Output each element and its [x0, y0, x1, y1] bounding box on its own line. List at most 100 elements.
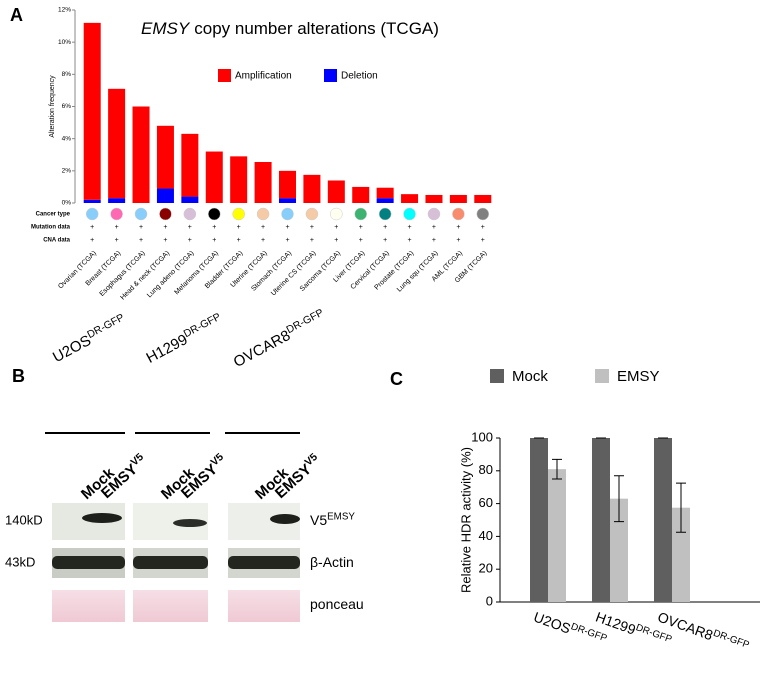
cancer-type-dot	[403, 207, 416, 221]
bar-segment	[449, 194, 467, 203]
text-part: β-Actin	[310, 554, 354, 570]
chart-title: EMSY copy number alterations (TCGA)	[141, 19, 439, 38]
bar-segment	[376, 198, 394, 203]
cna-mark: +	[285, 237, 289, 244]
bar-segment	[254, 161, 272, 203]
panel-letter: C	[390, 369, 403, 389]
y-tick-label: 8%	[62, 71, 72, 78]
text-part: V5	[310, 512, 327, 528]
row-label: Cancer type	[36, 212, 71, 218]
y-tick-label: 6%	[62, 103, 72, 110]
x-tick-label: Uterine CS (TCGA)	[270, 250, 318, 298]
mutation-mark: +	[163, 224, 167, 231]
y-tick-label: 100	[471, 429, 493, 444]
cna-mark: +	[90, 237, 94, 244]
cancer-type-dot	[256, 207, 270, 221]
cell-line-label: U2OSDR-GFP	[49, 311, 129, 366]
bar-segment	[181, 196, 199, 203]
legend-swatch	[324, 69, 337, 82]
bar	[610, 498, 628, 602]
y-tick-label: 40	[479, 528, 493, 543]
y-tick-label: 80	[479, 462, 493, 477]
y-axis-label: Alteration frequency	[49, 75, 56, 138]
mutation-mark: +	[310, 224, 314, 231]
legend-label: Amplification	[235, 71, 292, 82]
bar-segment	[83, 199, 101, 203]
cna-mark: +	[383, 237, 387, 244]
size-label: 43kD	[5, 554, 35, 569]
mutation-mark: +	[285, 224, 289, 231]
cancer-type-dot	[452, 207, 465, 221]
cancer-type-dot	[85, 207, 99, 221]
bar-segment	[132, 106, 150, 203]
cna-mark: +	[115, 237, 119, 244]
mutation-mark: +	[359, 224, 363, 231]
bar-segment	[205, 151, 223, 203]
cancer-type-dot	[232, 207, 245, 221]
mutation-mark: +	[139, 224, 143, 231]
y-tick-label: 60	[479, 495, 493, 510]
bar-segment	[83, 22, 101, 200]
bar	[672, 507, 690, 602]
y-tick-label: 2%	[62, 168, 72, 175]
y-axis-label: Relative HDR activity (%)	[458, 447, 473, 593]
cancer-type-dot	[208, 207, 221, 221]
bar-segment	[401, 194, 419, 203]
row-label: V5EMSY	[310, 511, 355, 528]
superscript: DR-GFP	[182, 311, 223, 340]
mutation-mark: +	[212, 224, 216, 231]
row-label: CNA data	[43, 238, 70, 244]
y-tick-label: 12%	[58, 7, 71, 14]
mutation-mark: +	[383, 224, 387, 231]
text-part: U2OS	[50, 332, 94, 366]
row-label: Mutation data	[31, 225, 71, 231]
title-gene: EMSY	[141, 19, 191, 38]
bar-segment	[279, 198, 296, 203]
superscript: DR-GFP	[712, 627, 751, 650]
cancer-type-dot	[281, 207, 294, 221]
cancer-type-dot	[110, 207, 123, 221]
bar	[592, 438, 610, 602]
cancer-type-dot	[159, 207, 172, 221]
superscript: DR-GFP	[284, 306, 325, 335]
cna-mark: +	[212, 237, 216, 244]
bar-segment	[474, 194, 492, 203]
cna-mark: +	[481, 237, 485, 244]
cancer-type-dot	[134, 207, 148, 221]
cna-mark: +	[334, 237, 338, 244]
text-part: U2OS	[532, 608, 573, 636]
bar-segment	[230, 156, 248, 203]
bar	[530, 438, 548, 602]
legend-swatch	[218, 69, 231, 82]
cna-mark: +	[163, 237, 167, 244]
cna-mark: +	[237, 237, 241, 244]
legend-swatch	[490, 369, 504, 383]
bar-segment	[156, 125, 174, 189]
bar-segment	[303, 174, 321, 203]
row-label: ponceau	[310, 596, 364, 612]
superscript: DR-GFP	[85, 311, 126, 340]
cancer-type-dot	[354, 207, 367, 221]
cancer-type-dot	[476, 207, 490, 221]
x-tick-label: OVCAR8DR-GFP	[656, 608, 751, 656]
mutation-mark: +	[408, 224, 412, 231]
cancer-type-dot	[305, 207, 319, 221]
bar	[548, 469, 566, 602]
cna-mark: +	[188, 237, 192, 244]
size-label: 140kD	[5, 512, 43, 527]
mutation-mark: +	[334, 224, 338, 231]
cancer-type-dot	[378, 207, 392, 221]
cna-mark: +	[359, 237, 363, 244]
legend-label: Deletion	[341, 71, 378, 82]
bar-segment	[352, 186, 370, 203]
mutation-mark: +	[261, 224, 265, 231]
bar-segment	[425, 194, 443, 203]
error-bar	[552, 458, 562, 480]
bar-segment	[181, 133, 199, 197]
legend-swatch	[595, 369, 609, 383]
cna-mark: +	[310, 237, 314, 244]
cancer-type-dot	[427, 207, 441, 221]
mutation-mark: +	[432, 224, 436, 231]
cancer-type-dot	[330, 207, 343, 221]
cancer-type-dot	[183, 207, 197, 221]
